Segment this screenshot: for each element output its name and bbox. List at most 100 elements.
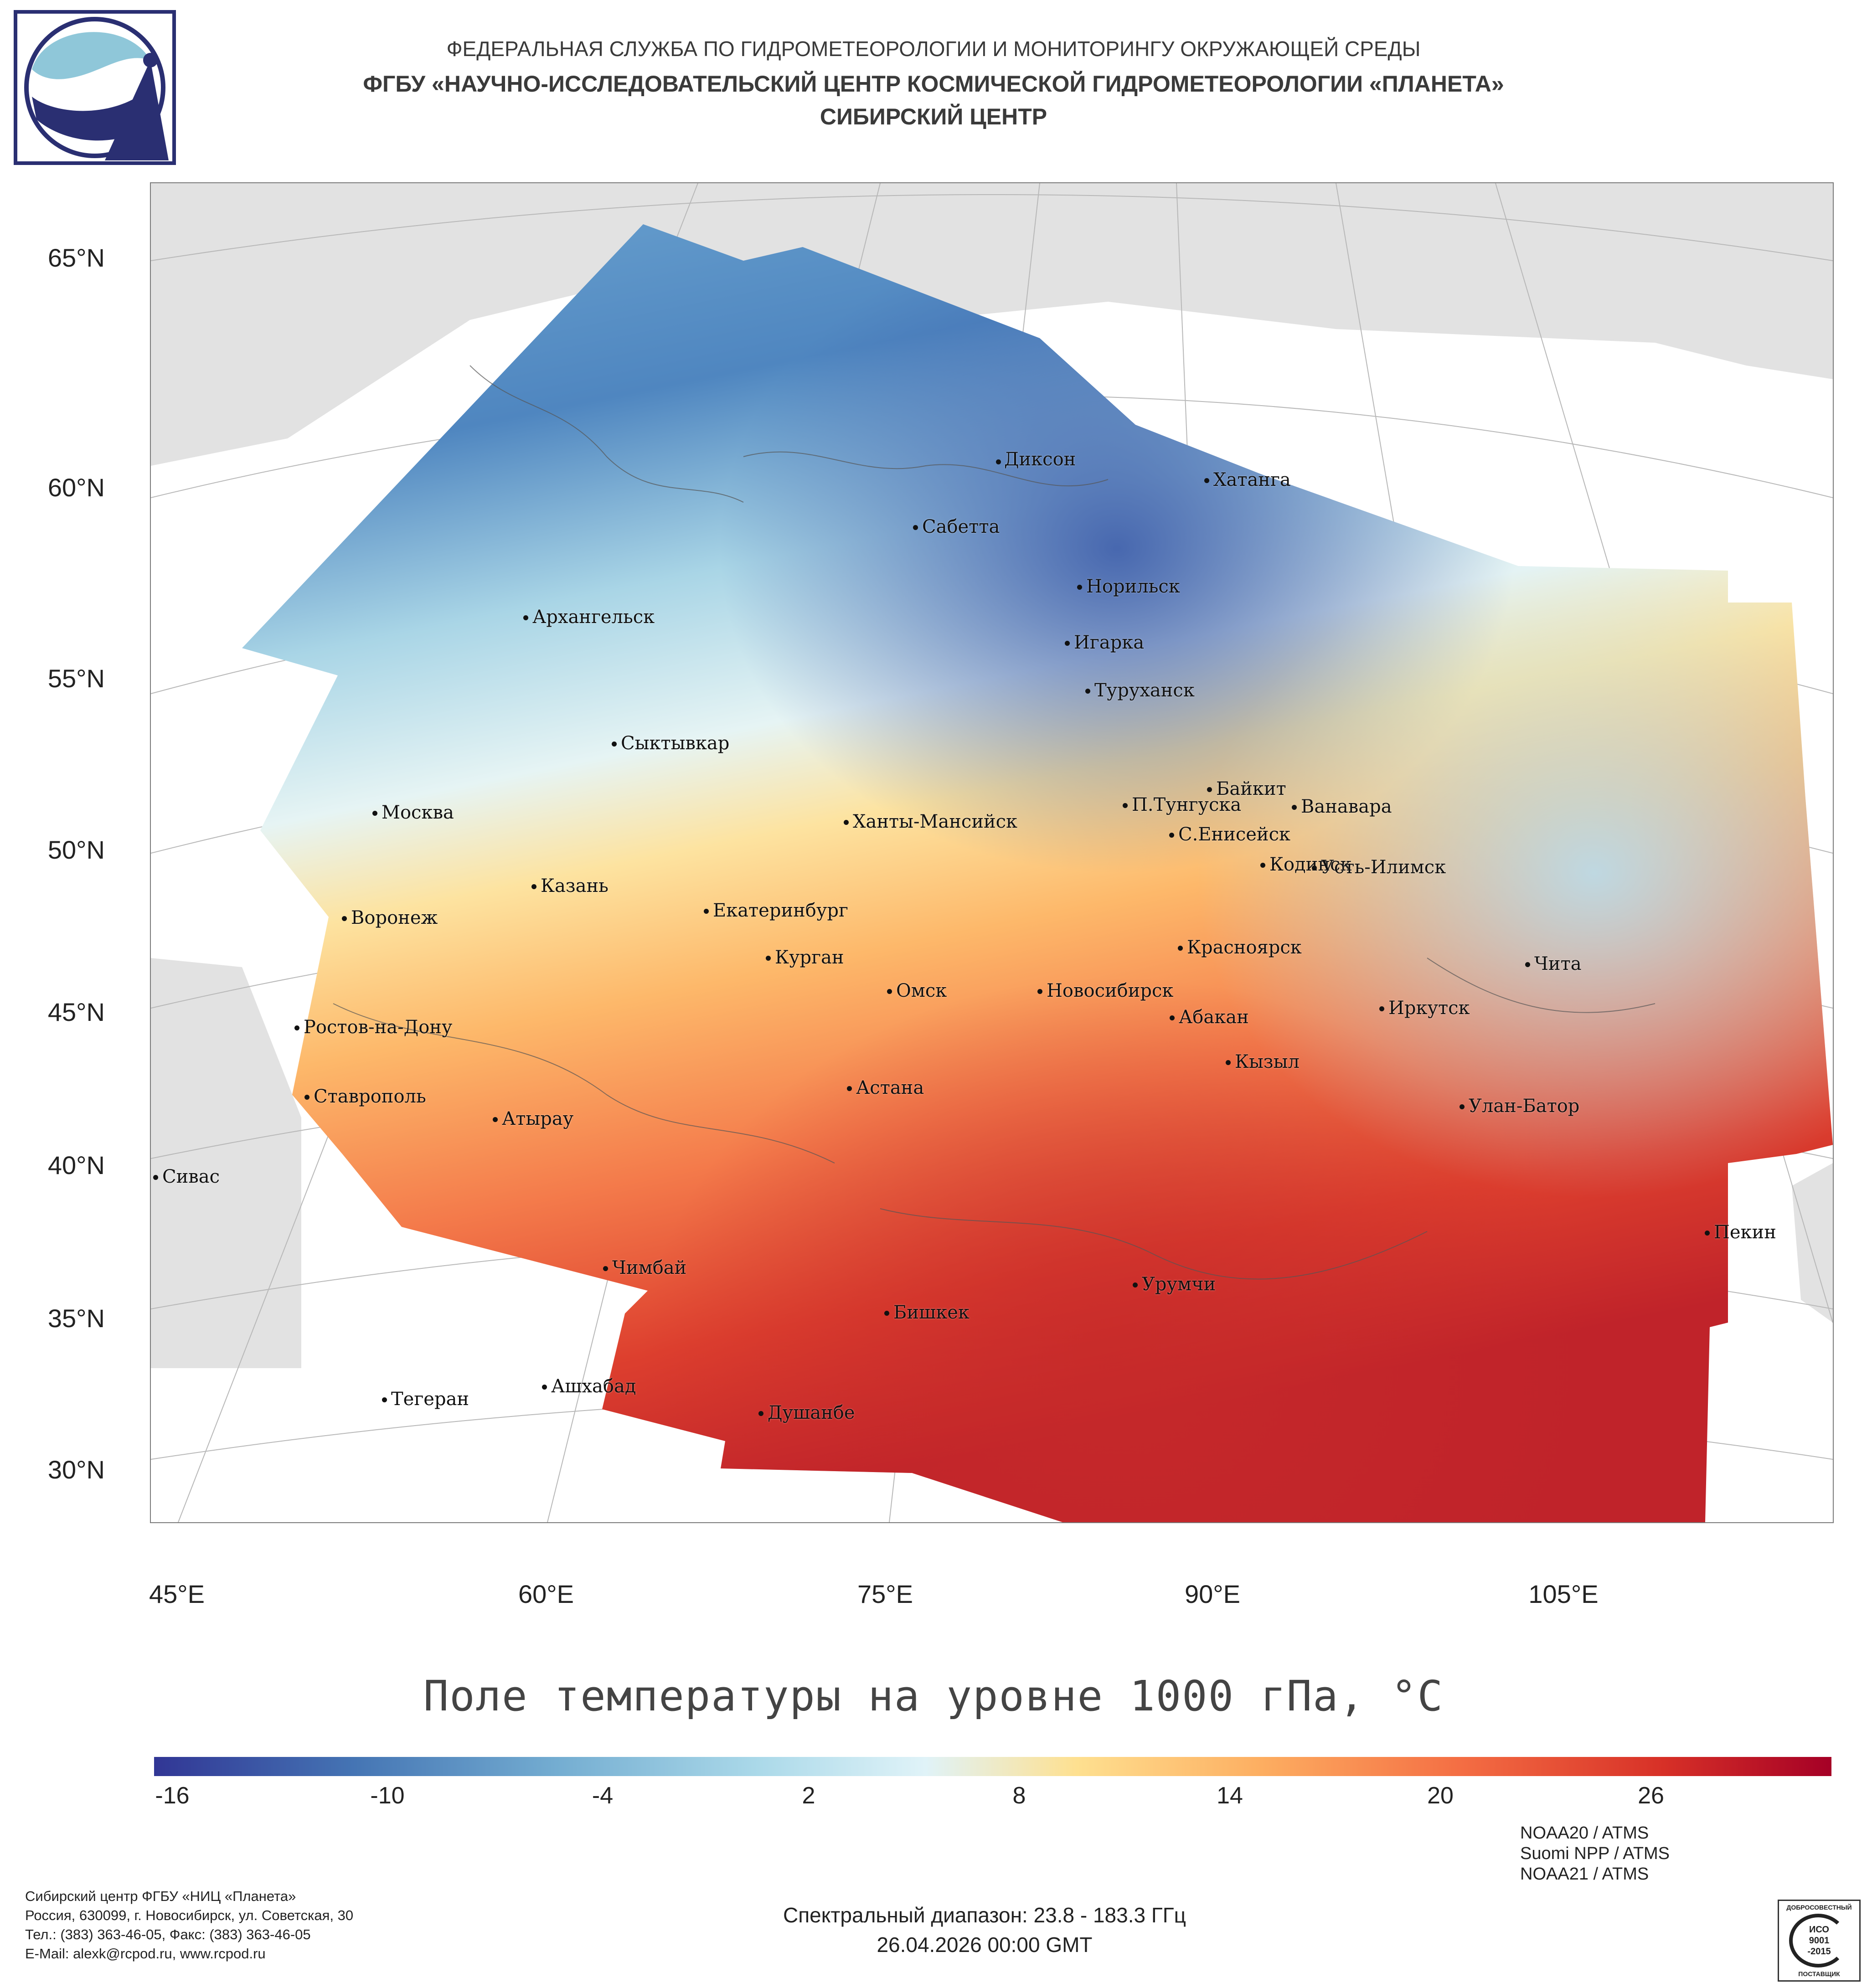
lat-label-30: 30°N [47,1455,105,1484]
legend-tick: -16 [155,1782,190,1809]
legend-tick: -4 [592,1782,614,1809]
iso-badge-top: ДОБРОСОВЕСТНЫЙ [1786,1904,1852,1911]
header-center: СИБИРСКИЙ ЦЕНТР [820,104,1047,129]
city-label: Душанбе [768,1402,855,1423]
lat-label-45: 45°N [47,998,105,1026]
city-dot [1204,478,1209,483]
city-label: Иркутск [1388,998,1470,1019]
city-label: Урумчи [1142,1274,1216,1295]
city-dot [884,1311,889,1316]
city-dot [847,1086,852,1091]
city-label: Пекин [1714,1222,1776,1243]
city-dot [1085,689,1090,694]
city-dot [996,459,1001,464]
legend-tick: 8 [1012,1782,1026,1809]
iso-badge-bottom: ПОСТАВЩИК [1798,1970,1840,1978]
temperature-map [150,182,1834,1523]
lat-label-40: 40°N [47,1151,105,1179]
city-dot [493,1117,498,1122]
city-dot [542,1385,547,1390]
city-dot [1292,805,1297,810]
city-dot [913,525,918,530]
city-label: Чита [1534,953,1582,974]
city-dot [372,811,377,816]
satellite-sources: NOAA20 / ATMS Suomi NPP / ATMS NOAA21 / … [1520,1823,1670,1885]
city-dot [887,989,892,994]
lon-label-90: 90°E [1184,1580,1241,1608]
source-line: NOAA21 / ATMS [1520,1864,1649,1884]
city-dot [844,820,849,825]
city-label: Усть-Илимск [1321,857,1446,878]
city-dot [531,884,536,889]
city-label: Бишкек [893,1302,970,1323]
city-dot [153,1175,158,1180]
city-label: Новосибирск [1047,980,1174,1001]
org-contacts: Сибирский центр ФГБУ «НИЦ «Планета» Росс… [25,1887,353,1963]
city-dot [304,1095,309,1100]
city-dot [1123,803,1128,808]
city-label: Байкит [1216,778,1286,799]
org-line: E-Mail: alexk@rcpod.ru, www.rcpod.ru [25,1946,266,1962]
observation-datetime: 26.04.2026 00:00 GMT [877,1933,1093,1957]
map-canvas [151,183,1833,1522]
header-agency: ФЕДЕРАЛЬНАЯ СЛУЖБА ПО ГИДРОМЕТЕОРОЛОГИИ … [446,37,1421,61]
iso-badge-mid1: ИСО [1809,1925,1829,1935]
city-dot [1207,787,1212,792]
city-label: Ванавара [1301,796,1392,817]
city-label: Казань [541,876,609,896]
color-bar [154,1757,1831,1776]
legend-tick: -10 [370,1782,405,1809]
city-label: Атырау [502,1108,574,1129]
city-label: Ростов-на-Дону [304,1017,453,1038]
city-label: Сабетта [922,516,1000,537]
city-dot [1525,962,1530,967]
city-label: Сыктывкар [621,733,730,754]
city-label: Ставрополь [314,1086,426,1107]
city-dot [1260,863,1265,868]
city-label: Игарка [1074,632,1145,653]
city-dot [382,1397,387,1402]
city-label: Хатанга [1213,469,1291,490]
city-dot [766,956,771,961]
city-dot [1705,1231,1710,1236]
city-dot [1460,1104,1465,1109]
city-label: Диксон [1004,449,1076,470]
city-label: Тегеран [391,1389,469,1410]
city-label: Красноярск [1187,937,1302,958]
lat-label-50: 50°N [47,835,105,864]
city-label: Астана [856,1077,924,1098]
city-label: С.Енисейск [1178,824,1290,845]
planeta-logo [14,10,176,165]
legend-title: Поле температуры на уровне 1000 гПа, °C [423,1672,1444,1720]
legend-tick: 14 [1217,1782,1243,1809]
city-label: Омск [896,980,947,1001]
legend-tick: 26 [1638,1782,1664,1809]
lat-label-55: 55°N [47,664,105,693]
city-label: Кодинск [1269,854,1352,875]
iso-badge-mid3: -2015 [1807,1947,1831,1957]
city-label: Ханты-Мансийск [853,811,1018,832]
city-dot [1226,1060,1231,1065]
city-label: Кызыл [1235,1051,1300,1072]
city-label: Екатеринбург [713,900,848,921]
source-line: Suomi NPP / ATMS [1520,1844,1670,1863]
lon-label-45: 45°E [149,1580,205,1608]
city-dot [1170,1015,1175,1020]
city-dot [1312,865,1317,870]
city-label: Норильск [1086,576,1180,597]
iso-badge-mid2: 9001 [1809,1936,1830,1946]
city-dot [1065,641,1070,646]
city-label: Улан-Батор [1469,1096,1580,1117]
city-dot [704,909,709,914]
city-dot [1169,833,1174,838]
city-label: Ашхабад [551,1376,636,1397]
city-label: Сивас [162,1166,220,1187]
city-dot [1379,1006,1384,1011]
spectral-range: Спектральный диапазон: 23.8 - 183.3 ГГц [783,1903,1186,1927]
city-label: П.Тунгуска [1132,794,1242,815]
city-dot [342,916,347,921]
org-line: Россия, 630099, г. Новосибирск, ул. Сове… [25,1907,354,1923]
city-label: Архангельск [532,607,655,628]
source-line: NOAA20 / ATMS [1520,1823,1649,1843]
city-label: Абакан [1179,1007,1249,1028]
